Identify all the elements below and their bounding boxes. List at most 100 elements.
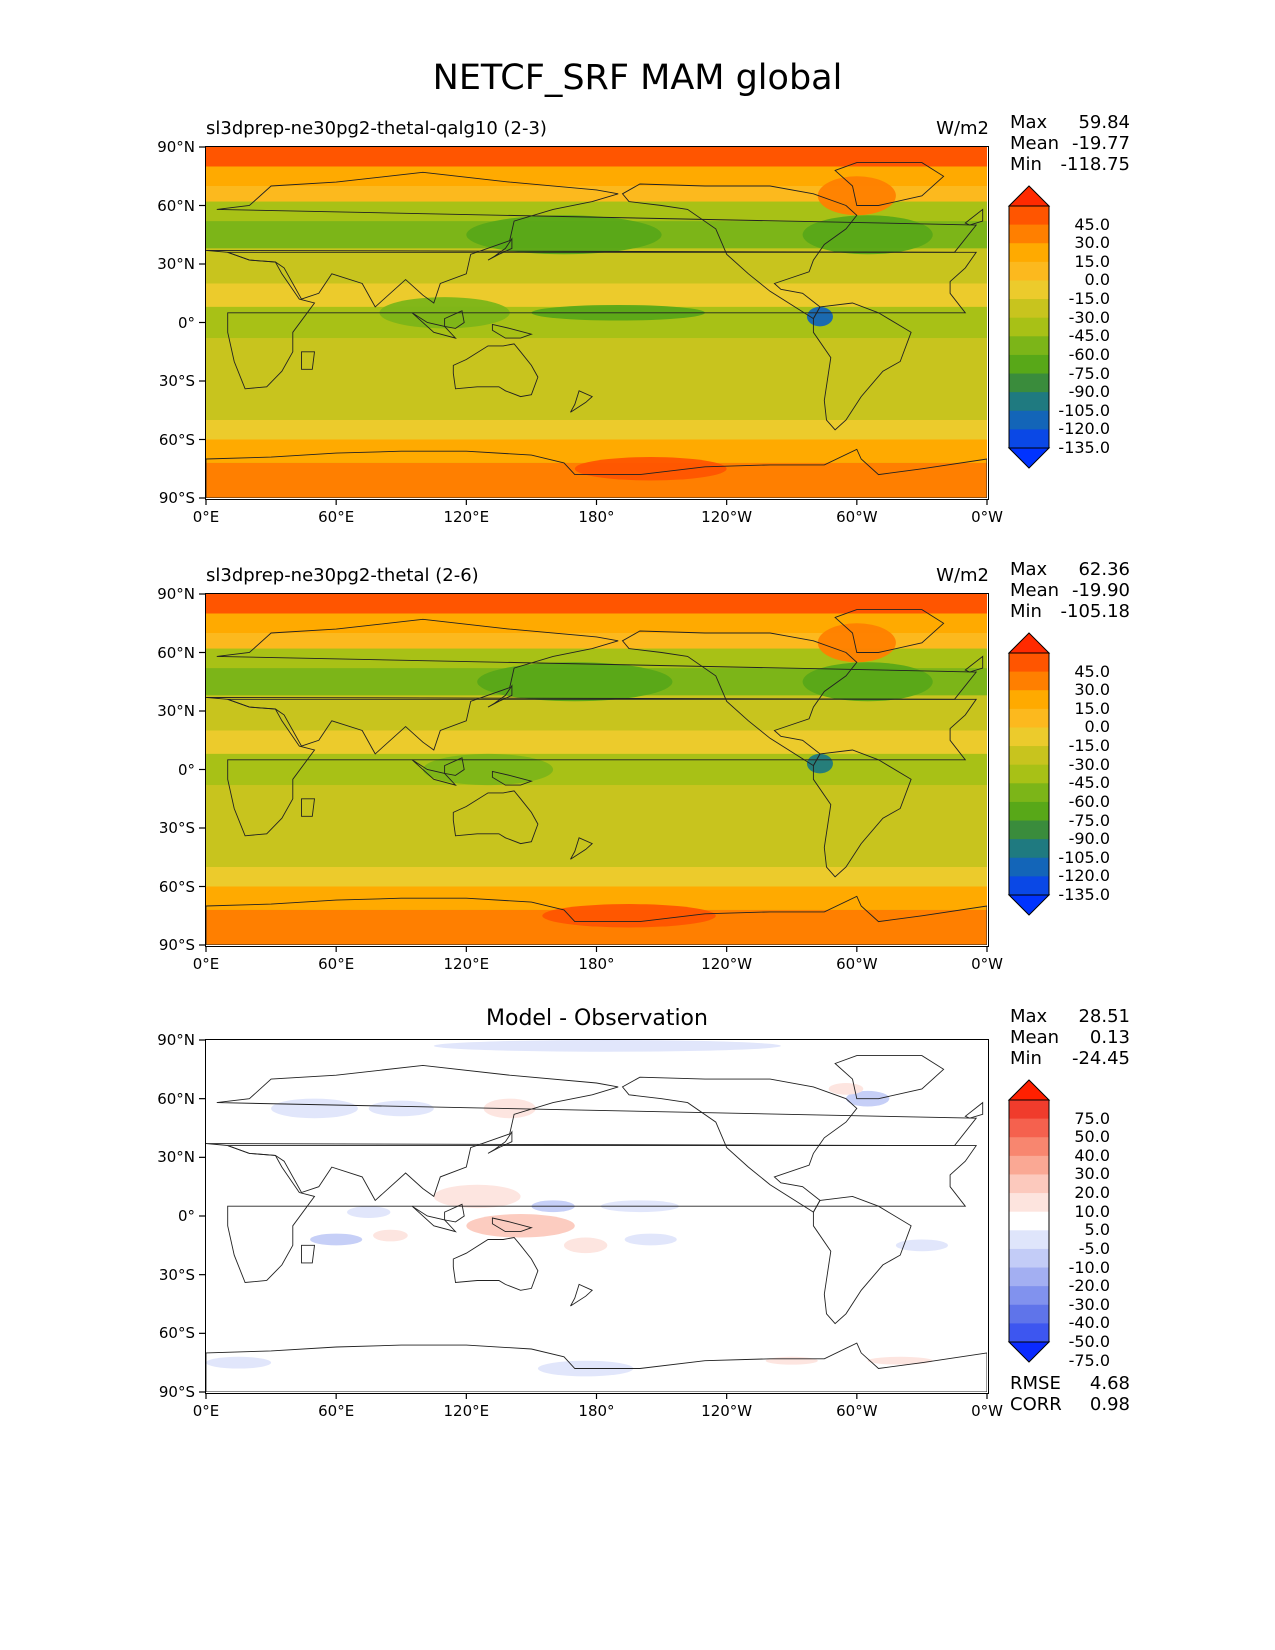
x-tick-label: 180°: [578, 508, 615, 526]
coastline: [301, 1244, 316, 1264]
colorbar-tick-label: -75.0: [1068, 810, 1110, 830]
field-band: [206, 201, 987, 222]
colorbar-tick-label: -10.0: [1068, 1257, 1110, 1277]
coastline: [411, 312, 457, 339]
coastlines: [206, 1055, 987, 1392]
x-tick-label: 0°E: [192, 1402, 220, 1420]
colorbar-segment: [1009, 1267, 1049, 1287]
coastline: [444, 757, 465, 776]
y-tick-label: 90°S: [158, 936, 195, 954]
map-svg: [206, 594, 987, 945]
y-tick-label: 30°N: [157, 255, 195, 273]
field-band: [206, 785, 987, 828]
map-plot: [205, 1039, 989, 1394]
y-tick-label: 30°S: [158, 372, 195, 390]
field-anomaly: [802, 215, 933, 255]
y-tick-label: 60°S: [158, 877, 195, 896]
coastline: [206, 171, 978, 308]
field-anomaly: [433, 1184, 521, 1209]
colorbar-segment: [1009, 1137, 1049, 1157]
x-tick-label: 0°W: [971, 955, 1003, 973]
y-tick-label: 0°: [177, 313, 195, 332]
coastline: [487, 1130, 513, 1154]
field-band: [206, 338, 987, 381]
y-tick-label: 0°: [177, 760, 195, 779]
stat-rmse-label: RMSE: [1010, 1373, 1061, 1394]
colorbar-tick-label: 0.0: [1084, 717, 1110, 737]
y-tick-label: 60°N: [157, 643, 195, 662]
coastline: [444, 1203, 465, 1223]
field-band: [206, 613, 987, 633]
x-tick-label: 0°E: [192, 955, 220, 973]
field-anomaly: [271, 1098, 358, 1119]
colorbar-tick-label: -30.0: [1068, 307, 1110, 327]
colorbar-tick-label: 45.0: [1074, 661, 1110, 681]
colorbar: [1007, 185, 1051, 469]
y-tick-label: 60°N: [157, 1089, 195, 1108]
field-anomaly: [310, 1233, 363, 1246]
x-tick-label: 0°E: [192, 508, 220, 526]
coastline: [491, 323, 533, 339]
colorbar-extend-bottom: [1007, 894, 1051, 916]
coastline: [621, 1076, 858, 1213]
field-band: [206, 867, 987, 887]
coastline: [411, 759, 457, 786]
colorbar-tick-label: -60.0: [1068, 791, 1110, 811]
y-tick-label: 30°N: [157, 702, 195, 720]
colorbar-segment: [1009, 876, 1049, 896]
stat-max-value: 62.36: [1078, 559, 1130, 580]
colorbar-segment: [1009, 1248, 1049, 1269]
y-tick-label: 90°N: [157, 585, 195, 603]
coastline: [227, 698, 978, 837]
field-band: [206, 648, 987, 669]
field-anomaly: [817, 176, 896, 216]
x-tick-label: 60°E: [318, 955, 355, 973]
map-svg: [206, 1040, 987, 1392]
field-band: [206, 248, 987, 284]
colorbar-segment: [1009, 1230, 1049, 1250]
colorbar-segment: [1009, 354, 1049, 375]
colorbar-segment: [1009, 839, 1049, 859]
colorbar-tick-label: 15.0: [1074, 698, 1110, 718]
colorbar-tick-label: 45.0: [1074, 214, 1110, 234]
coastline: [834, 1055, 945, 1100]
coastline: [227, 251, 978, 390]
field-band: [206, 828, 987, 867]
colorbar-tick-label: -60.0: [1068, 344, 1110, 364]
colorbar-tick-label: -15.0: [1068, 289, 1110, 309]
colorbar-tick-label: -5.0: [1078, 1238, 1110, 1258]
coastline: [487, 684, 513, 708]
colorbar-segment: [1009, 857, 1049, 877]
colorbar-segment: [1009, 801, 1049, 822]
field-anomaly: [466, 1214, 575, 1238]
coastline: [964, 655, 984, 673]
colorbar-tick-label: -75.0: [1068, 1350, 1110, 1370]
colorbar-extend-bottom: [1007, 447, 1051, 469]
colorbar-tick-label: -15.0: [1068, 736, 1110, 756]
colorbar-segment: [1009, 1155, 1049, 1175]
y-tick-label: 60°S: [158, 1324, 195, 1343]
colorbar-segment: [1009, 1286, 1049, 1306]
coastline: [444, 310, 465, 329]
field-anomaly: [574, 457, 727, 481]
y-tick-label: 30°S: [158, 819, 195, 837]
coastline: [411, 1205, 457, 1233]
colorbar: [1007, 632, 1051, 916]
x-tick-label: 60°W: [836, 955, 878, 973]
colorbar-segment: [1009, 1211, 1049, 1231]
field-anomaly: [466, 215, 662, 255]
field-band: [206, 594, 987, 614]
field-band: [206, 886, 987, 910]
x-tick-label: 120°E: [443, 955, 490, 973]
x-tick-label: 60°E: [318, 508, 355, 526]
colorbar-tick-label: -20.0: [1068, 1276, 1110, 1296]
colorbar-outline: [1008, 1099, 1050, 1343]
coastline: [206, 448, 987, 498]
stat-corr-value: 0.98: [1089, 1394, 1130, 1415]
coastline: [452, 1237, 539, 1291]
colorbar-segment: [1009, 708, 1049, 728]
coastline: [301, 798, 316, 817]
coastline: [812, 749, 912, 878]
colorbar-extend-top: [1007, 185, 1051, 207]
coastline: [621, 183, 858, 320]
